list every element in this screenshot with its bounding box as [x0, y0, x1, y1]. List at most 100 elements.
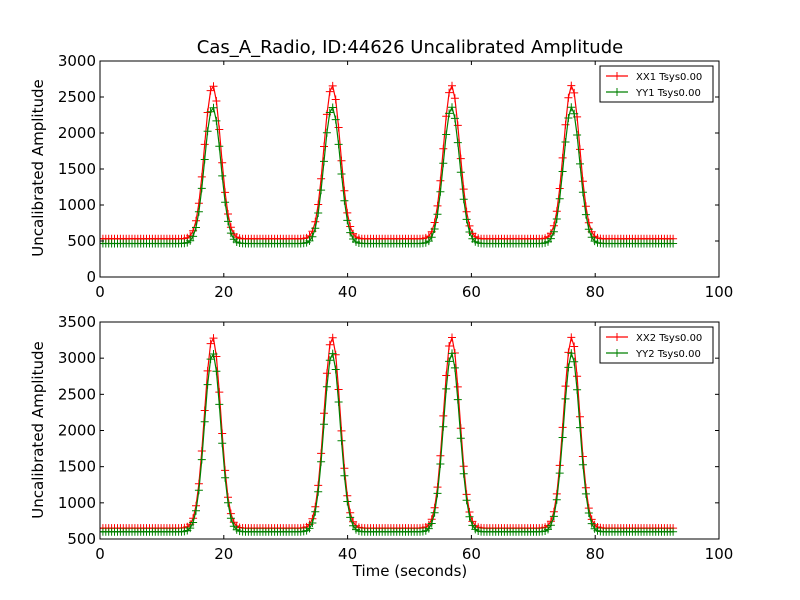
- data-point: [544, 525, 552, 534]
- data-point: [192, 216, 200, 225]
- y-tick-label: 1500: [58, 160, 96, 178]
- data-point: [224, 498, 232, 507]
- data-point: [546, 234, 555, 243]
- data-point: [462, 496, 471, 505]
- legend: XX2 Tsys0.00 YY2 Tsys0.00: [599, 326, 714, 364]
- data-point: [308, 519, 317, 527]
- data-point: [209, 334, 218, 343]
- data-point: [570, 109, 579, 118]
- data-point: [305, 236, 314, 245]
- series-yy-line: [100, 349, 678, 536]
- data-point: [322, 382, 331, 391]
- legend-box: [599, 65, 714, 103]
- data-point: [433, 489, 442, 498]
- data-point: [558, 167, 567, 176]
- data-point: [462, 215, 471, 224]
- data-point: [334, 123, 343, 132]
- data-point: [462, 207, 471, 216]
- x-tick-label: 0: [95, 545, 105, 563]
- data-point: [322, 369, 331, 378]
- data-point: [564, 114, 573, 122]
- data-point: [564, 93, 573, 102]
- series-line: [100, 83, 674, 240]
- data-point: [459, 195, 468, 204]
- legend-label: YY1 Tsys0.00: [635, 88, 701, 99]
- data-point: [433, 210, 442, 219]
- data-point: [206, 355, 215, 364]
- x-tick-label: 40: [338, 283, 357, 301]
- data-point: [578, 188, 587, 197]
- legend-marker: [613, 88, 621, 96]
- data-point: [445, 88, 454, 97]
- y-tick-label: 500: [67, 232, 96, 250]
- data-point: [453, 121, 462, 130]
- data-point: [194, 486, 203, 495]
- y-tick-label: 1000: [58, 494, 96, 512]
- series-yy-line: [100, 103, 678, 248]
- data-point: [561, 394, 570, 403]
- data-point: [433, 201, 442, 210]
- data-point: [314, 209, 323, 217]
- data-point: [322, 128, 331, 137]
- data-point: [317, 457, 326, 466]
- data-point: [465, 228, 474, 236]
- data-point: [331, 365, 340, 374]
- data-point: [581, 210, 590, 219]
- data-point: [317, 186, 326, 195]
- data-point: [567, 333, 576, 342]
- data-point: [212, 97, 221, 105]
- data-point: [587, 519, 596, 528]
- y-axis-label-top: Uncalibrated Amplitude: [29, 79, 47, 256]
- data-point: [215, 142, 224, 151]
- data-point: [189, 232, 198, 241]
- data-point: [314, 487, 323, 496]
- data-point: [573, 372, 582, 381]
- data-point: [215, 388, 224, 397]
- data-point: [436, 460, 445, 468]
- series-line: [100, 351, 674, 533]
- data-point: [325, 356, 334, 365]
- data-point: [442, 130, 451, 139]
- data-point: [325, 87, 334, 96]
- data-point: [209, 350, 218, 358]
- legend-marker: [613, 72, 621, 80]
- data-point: [331, 115, 340, 124]
- data-point: [445, 109, 454, 118]
- data-point: [445, 357, 454, 366]
- data-point: [337, 436, 346, 445]
- series-xx-line: [100, 81, 678, 243]
- data-point: [561, 382, 570, 391]
- x-tick-label: 80: [586, 283, 605, 301]
- legend-marker: [613, 333, 621, 341]
- data-point: [340, 471, 349, 480]
- data-point: [448, 349, 456, 358]
- data-point: [576, 159, 584, 168]
- data-point: [448, 333, 456, 342]
- data-point: [328, 333, 337, 342]
- data-point: [209, 103, 218, 112]
- data-point: [584, 225, 593, 234]
- data-point: [576, 423, 584, 432]
- data-point: [334, 385, 343, 394]
- data-point: [334, 140, 343, 149]
- y-tick-label: 2500: [58, 385, 96, 403]
- data-point: [424, 524, 433, 533]
- data-point: [584, 509, 593, 517]
- legend-label: YY2 Tsys0.00: [635, 349, 701, 360]
- series-xx-line: [100, 333, 678, 533]
- y-tick-label: 3000: [58, 349, 96, 367]
- data-point: [436, 176, 445, 185]
- data-point: [192, 506, 200, 515]
- data-point: [311, 507, 320, 516]
- y-tick-label: 1000: [58, 196, 96, 214]
- data-point: [567, 103, 576, 112]
- data-point: [226, 514, 235, 523]
- data-point: [555, 469, 564, 478]
- data-point: [218, 158, 227, 167]
- data-point: [340, 186, 349, 195]
- data-point: [197, 184, 206, 193]
- data-point: [442, 384, 451, 393]
- data-point: [555, 194, 564, 203]
- y-axis-label-bottom: Uncalibrated Amplitude: [29, 341, 47, 518]
